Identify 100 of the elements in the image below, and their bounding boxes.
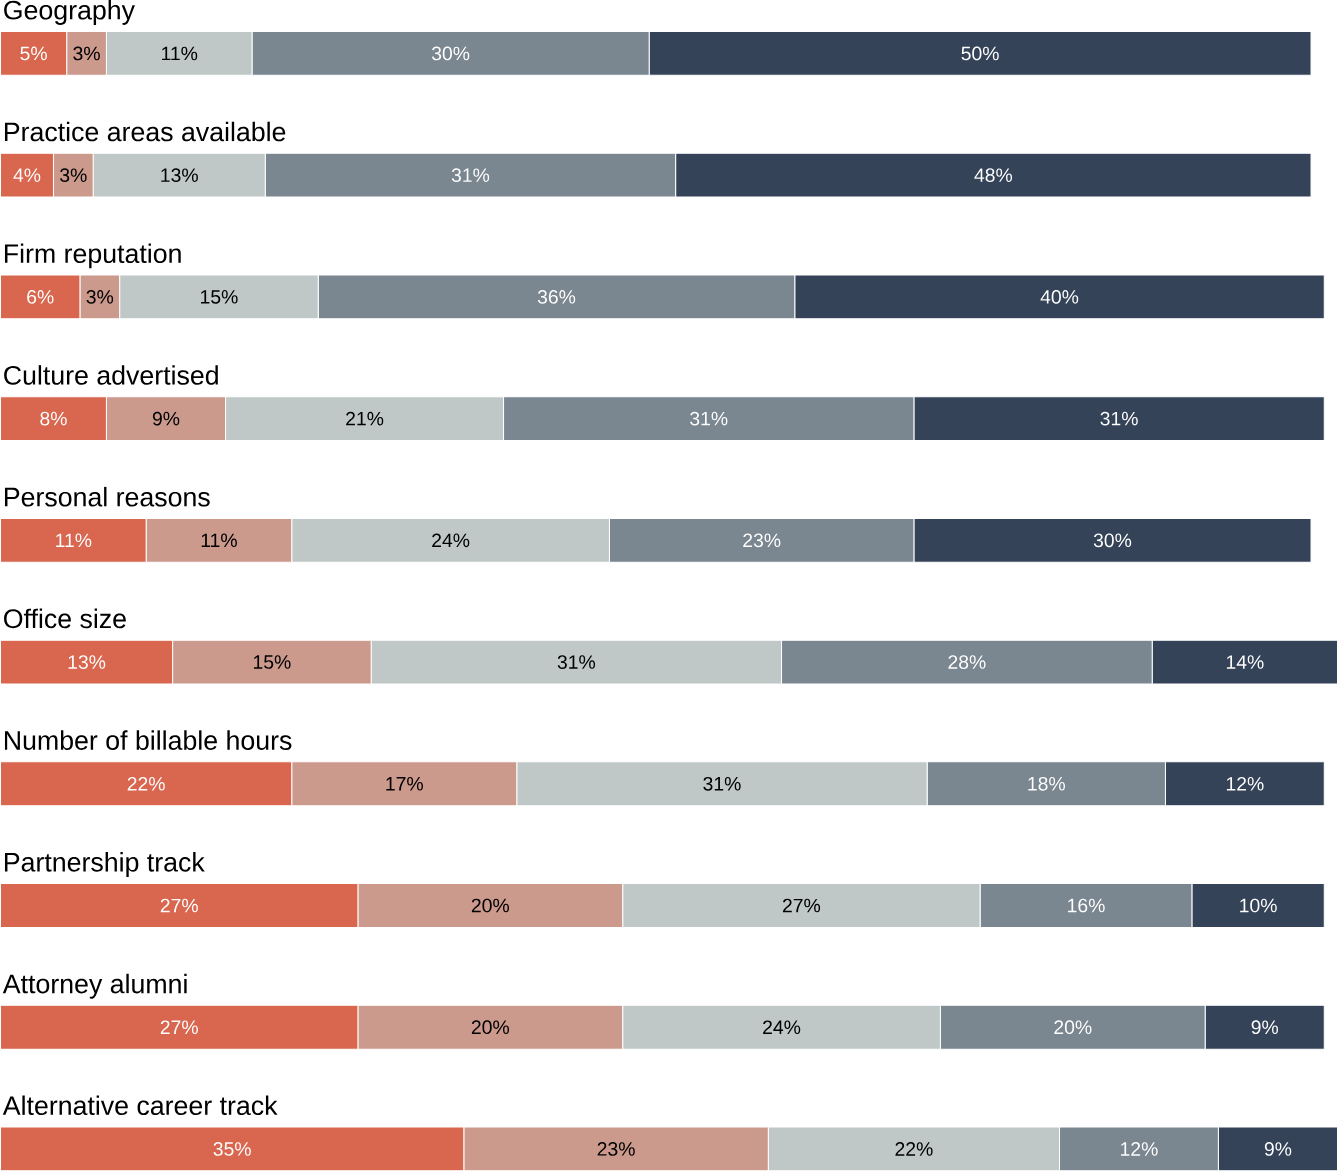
- data-label: 11%: [162, 46, 198, 61]
- y-tick-label: Partnership track: [4, 851, 205, 877]
- data-label: 20%: [471, 1020, 510, 1034]
- bar: [1204, 1004, 1325, 1050]
- bar: [622, 1004, 941, 1050]
- bar: [0, 639, 174, 685]
- data-label: 27%: [160, 898, 198, 913]
- bar: [648, 30, 1312, 76]
- data-label: 22%: [127, 776, 165, 791]
- data-label: 23%: [597, 1141, 635, 1156]
- y-tick-label: Geography: [4, 0, 135, 25]
- bar: [0, 274, 81, 320]
- data-label: 48%: [974, 168, 1013, 182]
- y-tick-label: Number of billable hours: [4, 730, 292, 750]
- data-label: 3%: [73, 46, 100, 61]
- data-label: 31%: [557, 655, 596, 669]
- data-label: 12%: [1226, 776, 1264, 791]
- bar: [1164, 761, 1325, 807]
- bar: [66, 30, 107, 76]
- y-tick-label: Firm reputation: [4, 243, 181, 269]
- data-label: 10%: [1240, 898, 1277, 913]
- bar: [926, 761, 1166, 807]
- bar: [291, 761, 518, 807]
- bar: [0, 1004, 359, 1050]
- bar: [767, 1126, 1061, 1171]
- bar: [1217, 1126, 1338, 1171]
- bar: [145, 517, 293, 563]
- bar: [463, 1126, 769, 1171]
- bar: [357, 1004, 624, 1050]
- y-tick-label: Culture advertised: [4, 364, 218, 385]
- data-label: 50%: [961, 46, 999, 61]
- bar: [172, 639, 372, 685]
- data-label: 18%: [1028, 776, 1065, 791]
- data-label: 17%: [386, 776, 423, 791]
- bar: [913, 396, 1325, 441]
- data-label: 16%: [1068, 898, 1105, 913]
- data-label: 20%: [471, 898, 510, 913]
- data-label: 30%: [1093, 533, 1132, 548]
- data-label: 27%: [782, 898, 821, 913]
- bar: [317, 274, 796, 320]
- y-tick-label: Attorney alumni: [2, 973, 187, 999]
- bar: [92, 152, 266, 198]
- bar: [0, 1126, 465, 1171]
- data-label: 13%: [161, 168, 198, 182]
- data-label: 28%: [948, 655, 986, 669]
- data-label: 30%: [431, 46, 470, 61]
- bar: [794, 274, 1325, 320]
- bar: [105, 30, 253, 76]
- bar: [939, 1004, 1206, 1050]
- data-label: 9%: [1251, 1020, 1279, 1034]
- bar: [516, 761, 928, 807]
- data-label: 31%: [451, 168, 490, 182]
- bar: [251, 30, 650, 76]
- data-label: 11%: [56, 533, 92, 547]
- bar: [1191, 882, 1325, 928]
- y-tick-label: Office size: [4, 608, 126, 629]
- data-label: 4%: [13, 168, 41, 182]
- data-label: 22%: [895, 1141, 933, 1156]
- bar: [0, 396, 107, 441]
- bar: [0, 761, 293, 807]
- data-label: 14%: [1226, 655, 1264, 669]
- data-label: 27%: [160, 1020, 198, 1034]
- bar: [608, 517, 915, 563]
- bar: [781, 639, 1153, 685]
- bar: [503, 396, 915, 441]
- bar: [225, 396, 505, 441]
- data-label: 31%: [1100, 411, 1138, 426]
- data-label: 11%: [201, 533, 237, 547]
- data-label: 31%: [703, 776, 741, 791]
- data-label: 3%: [86, 289, 114, 304]
- data-label: 8%: [40, 411, 67, 426]
- data-label: 9%: [152, 411, 180, 426]
- bar: [979, 882, 1193, 928]
- data-label: 6%: [27, 289, 54, 304]
- bar: [1059, 1126, 1219, 1171]
- data-label: 24%: [763, 1020, 801, 1034]
- data-label: 15%: [253, 655, 291, 669]
- data-label: 35%: [213, 1141, 251, 1156]
- bar: [105, 396, 227, 441]
- data-label: 24%: [432, 533, 470, 547]
- bar: [0, 882, 359, 928]
- bar: [1151, 639, 1338, 685]
- bar: [675, 152, 1312, 198]
- data-label: 21%: [346, 411, 384, 426]
- data-label: 13%: [68, 655, 106, 669]
- bar: [370, 639, 783, 685]
- y-tick-label: Alternative career track: [2, 1095, 278, 1115]
- bar: [913, 517, 1312, 563]
- data-label: 20%: [1054, 1020, 1092, 1034]
- bar: [357, 882, 624, 928]
- bar: [119, 274, 319, 320]
- bar: [0, 517, 147, 563]
- bar: [0, 30, 68, 76]
- data-label: 5%: [20, 46, 47, 61]
- data-label: 9%: [1264, 1141, 1292, 1156]
- data-label: 36%: [537, 289, 576, 304]
- y-tick-label: Personal reasons: [4, 486, 210, 507]
- bar: [264, 152, 677, 198]
- y-tick-label: Practice areas available: [4, 121, 286, 142]
- bar: [622, 882, 981, 928]
